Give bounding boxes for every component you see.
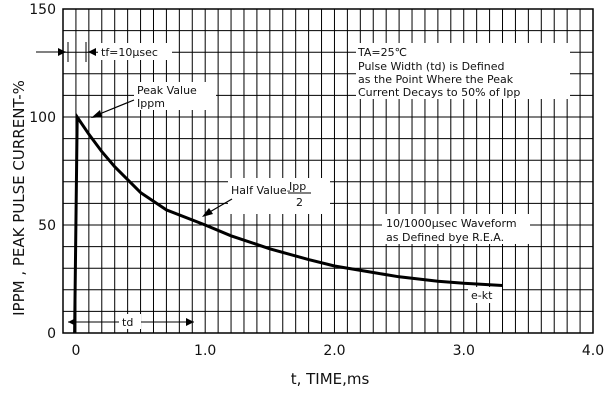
- half-value-annotation: Half Value- Ipp 2: [202, 178, 330, 217]
- waveform-bg: [382, 214, 530, 244]
- tf-label: tf=10μsec: [101, 46, 158, 59]
- y-tick-label: 50: [38, 218, 56, 234]
- td-arrow-head-left: [68, 318, 76, 326]
- plot-grid: [62, 8, 594, 334]
- peak-arrow-line: [96, 99, 135, 116]
- half-value-label: Half Value-: [231, 184, 291, 197]
- y-tick-label: 150: [29, 2, 56, 18]
- pulse-width-line-3: Current Decays to 50% of Ipp: [358, 86, 520, 99]
- peak-label-line-1: Peak Value: [137, 84, 197, 97]
- x-tick-label: 4.0: [582, 343, 604, 359]
- td-label-bg: [119, 314, 141, 329]
- half-value-arrow-head: [202, 208, 213, 217]
- peak-label-bg: [134, 82, 216, 110]
- pulse-width-line-1: Pulse Width (td) is Defined: [358, 60, 504, 73]
- y-tick-labels: 0 50 100 150: [29, 2, 56, 342]
- series-line-pulse: [73, 112, 503, 334]
- half-value-arrow-line: [207, 198, 233, 214]
- y-tick-label: 100: [29, 110, 56, 126]
- peak-label-line-2: Ippm: [137, 97, 165, 110]
- y-axis-title: IPPM , PEAK PULSE CURRENT-%: [10, 80, 28, 316]
- y-tick-label: 0: [47, 326, 56, 342]
- half-value-numerator: Ipp: [289, 180, 306, 193]
- tf-arrow-right-head: [88, 48, 96, 56]
- td-label: td: [122, 316, 133, 329]
- tf-arrow-left-head: [58, 48, 66, 56]
- ekt-annotation: e-kt: [468, 287, 502, 303]
- waveform-line-1: 10/1000μsec Waveform: [386, 217, 517, 230]
- x-tick-label: 2.0: [323, 343, 345, 359]
- tf-label-bg: [98, 43, 172, 60]
- half-value-bg: [228, 178, 330, 214]
- waveform-annotation: 10/1000μsec Waveform as Defined bye R.E.…: [382, 214, 530, 244]
- td-arrow-head-right: [186, 318, 194, 326]
- x-tick-label: 3.0: [453, 343, 475, 359]
- half-value-denominator: 2: [296, 196, 303, 209]
- x-tick-labels: 0 1.0 2.0 3.0 4.0: [71, 343, 604, 359]
- conditions-bg: [356, 43, 570, 99]
- ekt-bg: [468, 287, 502, 303]
- waveform-line-2: as Defined bye R.E.A.: [386, 231, 504, 244]
- tf-annotation: tf=10μsec: [36, 42, 172, 62]
- x-axis-title: t, TIME,ms: [291, 370, 370, 388]
- x-tick-label: 0: [71, 343, 80, 359]
- ta-label: TA=25℃: [357, 46, 407, 59]
- conditions-annotation: TA=25℃ Pulse Width (td) is Defined as th…: [356, 43, 570, 99]
- x-tick-label: 1.0: [194, 343, 216, 359]
- peak-annotation: Peak Value Ippm: [91, 82, 216, 118]
- peak-arrow-head: [91, 110, 102, 118]
- pulse-width-line-2: as the Point Where the Peak: [358, 73, 514, 86]
- ekt-label: e-kt: [471, 289, 493, 302]
- plot-border: [62, 8, 594, 334]
- td-annotation: td: [68, 314, 194, 329]
